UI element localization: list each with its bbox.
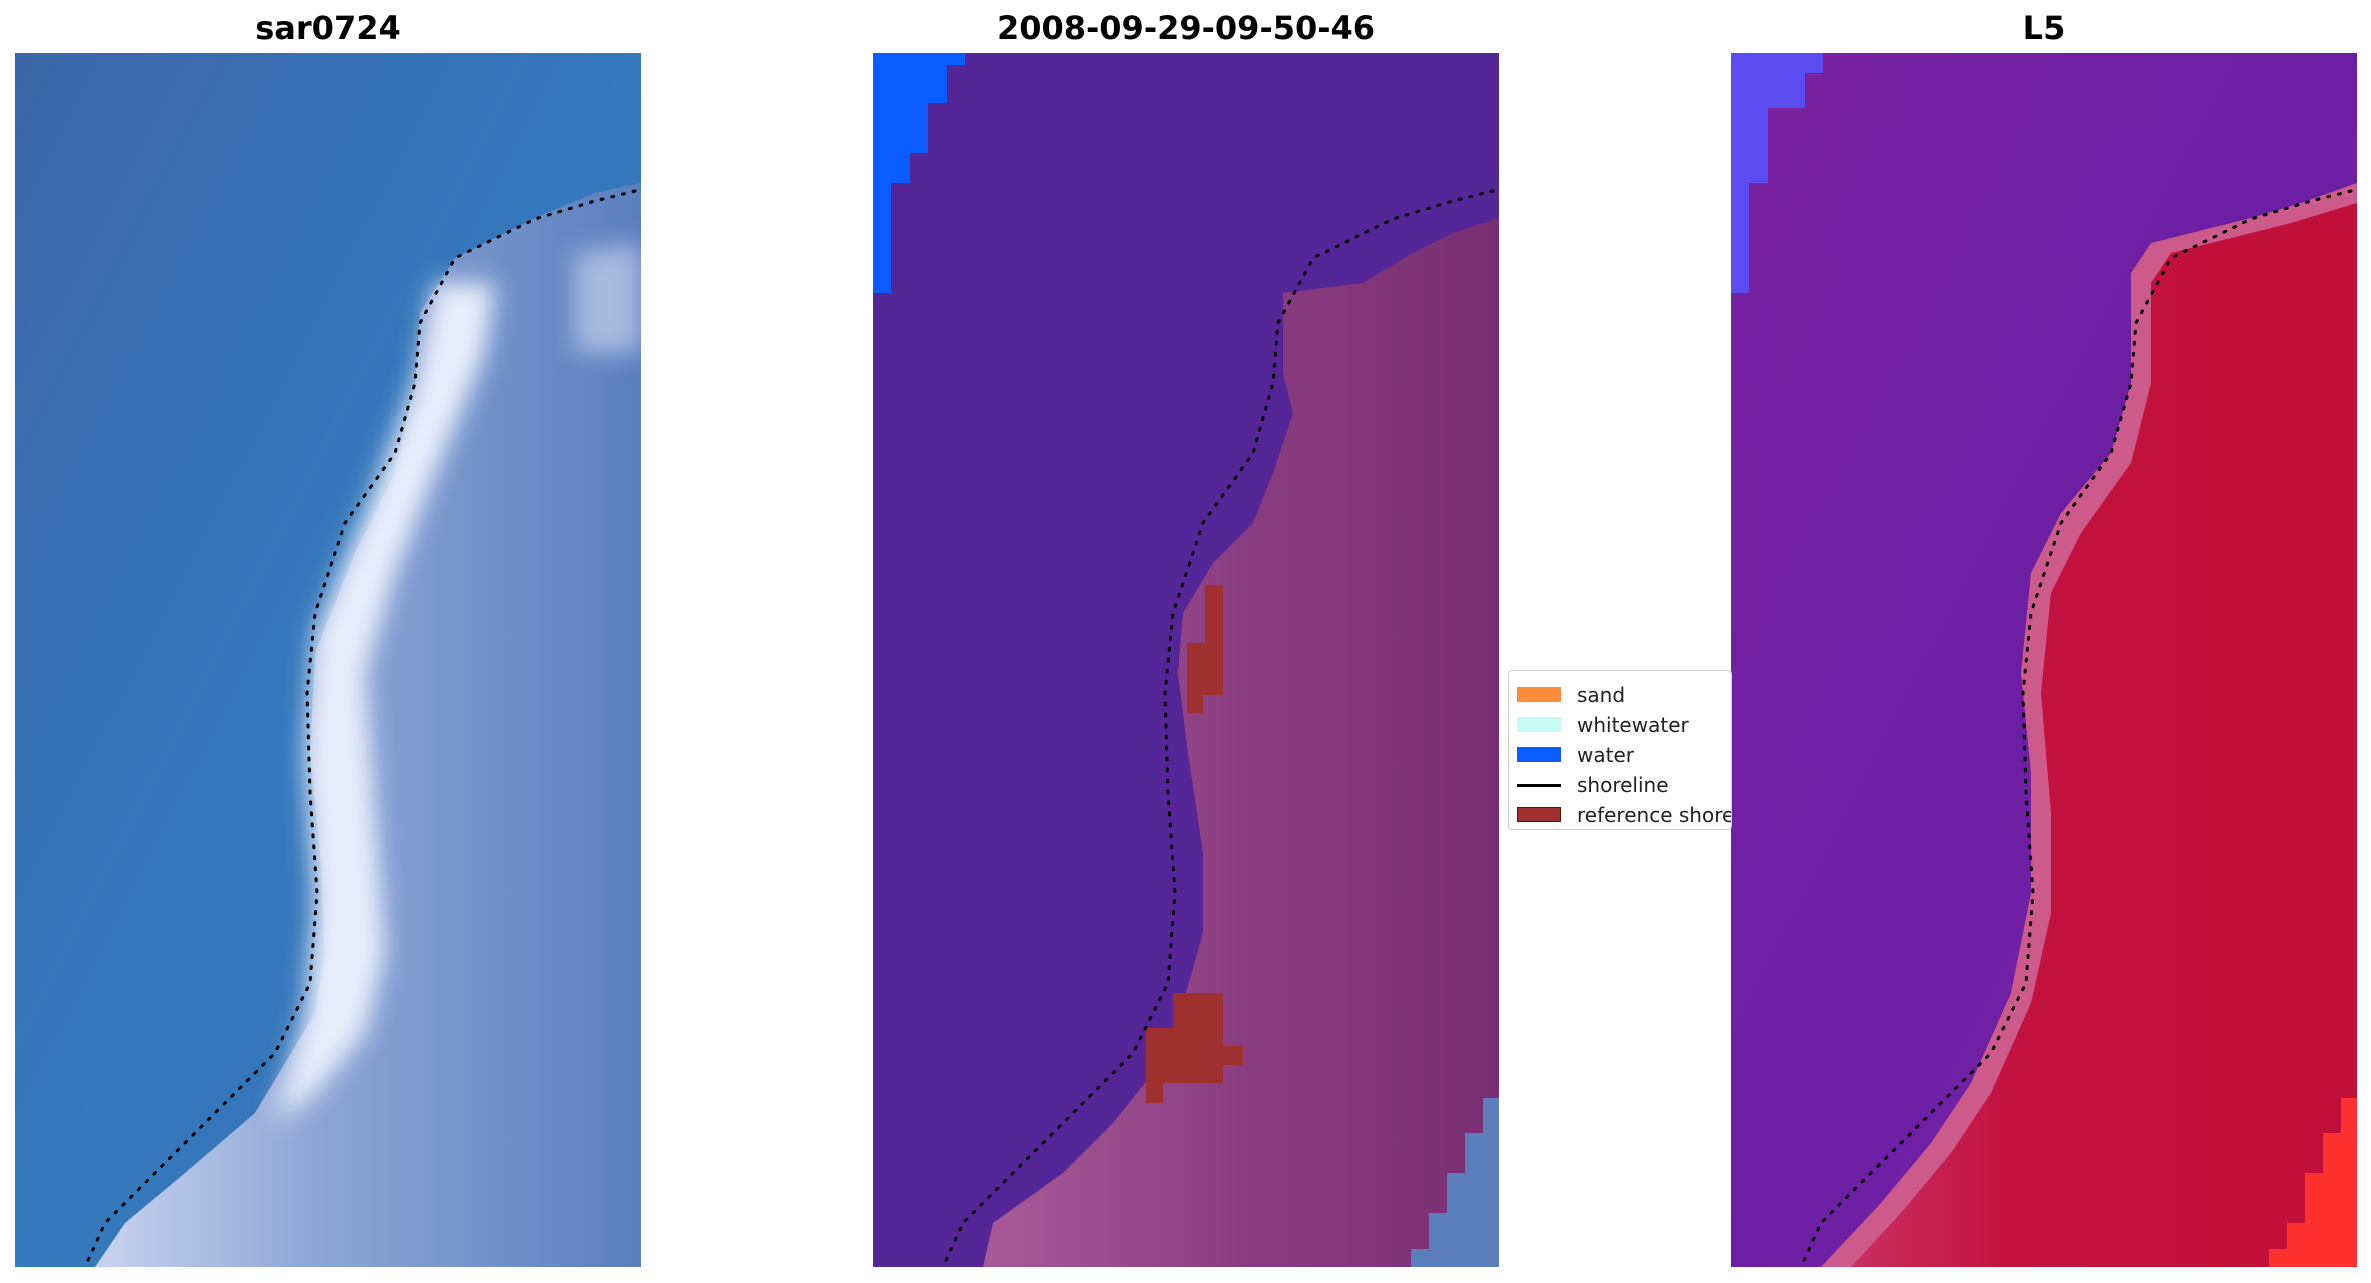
legend-item-whitewater: whitewater	[1509, 711, 1731, 739]
legend-label-reference-shoreline: reference shoreline	[1577, 803, 1731, 827]
legend-item-water: water	[1509, 741, 1731, 769]
index-image-panel	[1731, 53, 2357, 1267]
rgb-image-panel	[15, 53, 641, 1267]
shoreline-overlay-3	[1799, 189, 2353, 1267]
shoreline-overlay-1	[83, 189, 637, 1267]
legend-label-whitewater: whitewater	[1577, 713, 1689, 737]
sand-swatch	[1517, 687, 1561, 702]
beach-whitewater	[275, 283, 495, 1123]
classified-image-panel	[873, 53, 1499, 1267]
legend-item-sand: sand	[1509, 681, 1731, 709]
panel-3-title: L5	[2022, 9, 2066, 47]
legend-label-water: water	[1577, 743, 1634, 767]
water-swatch	[1517, 747, 1561, 762]
reference-shoreline-swatch	[1517, 807, 1561, 822]
legend: sand whitewater water shoreline referenc…	[1508, 670, 1732, 830]
ocean-bottom-right	[1411, 1098, 1499, 1267]
legend-label-sand: sand	[1577, 683, 1626, 707]
legend-item-shoreline: shoreline	[1509, 771, 1731, 799]
legend-item-reference-shoreline: reference shoreline	[1509, 801, 1731, 829]
reference-shoreline-patch-1	[1187, 585, 1223, 713]
legend-label-shoreline: shoreline	[1577, 773, 1669, 797]
land-class-area	[983, 218, 1499, 1267]
panel-1-title: sar0724	[255, 9, 401, 47]
shoreline-line-swatch	[1517, 784, 1561, 787]
index-blue-corner	[1731, 53, 1823, 293]
land-index-area	[1851, 203, 2357, 1267]
water-blue-corner	[873, 53, 965, 293]
reference-shoreline-patch-2	[1146, 993, 1243, 1103]
shoreline-overlay-2	[941, 189, 1495, 1267]
whitewater-swatch	[1517, 717, 1561, 732]
panel-2-title: 2008-09-29-09-50-46	[996, 9, 1376, 47]
bright-corner	[2269, 1098, 2357, 1267]
